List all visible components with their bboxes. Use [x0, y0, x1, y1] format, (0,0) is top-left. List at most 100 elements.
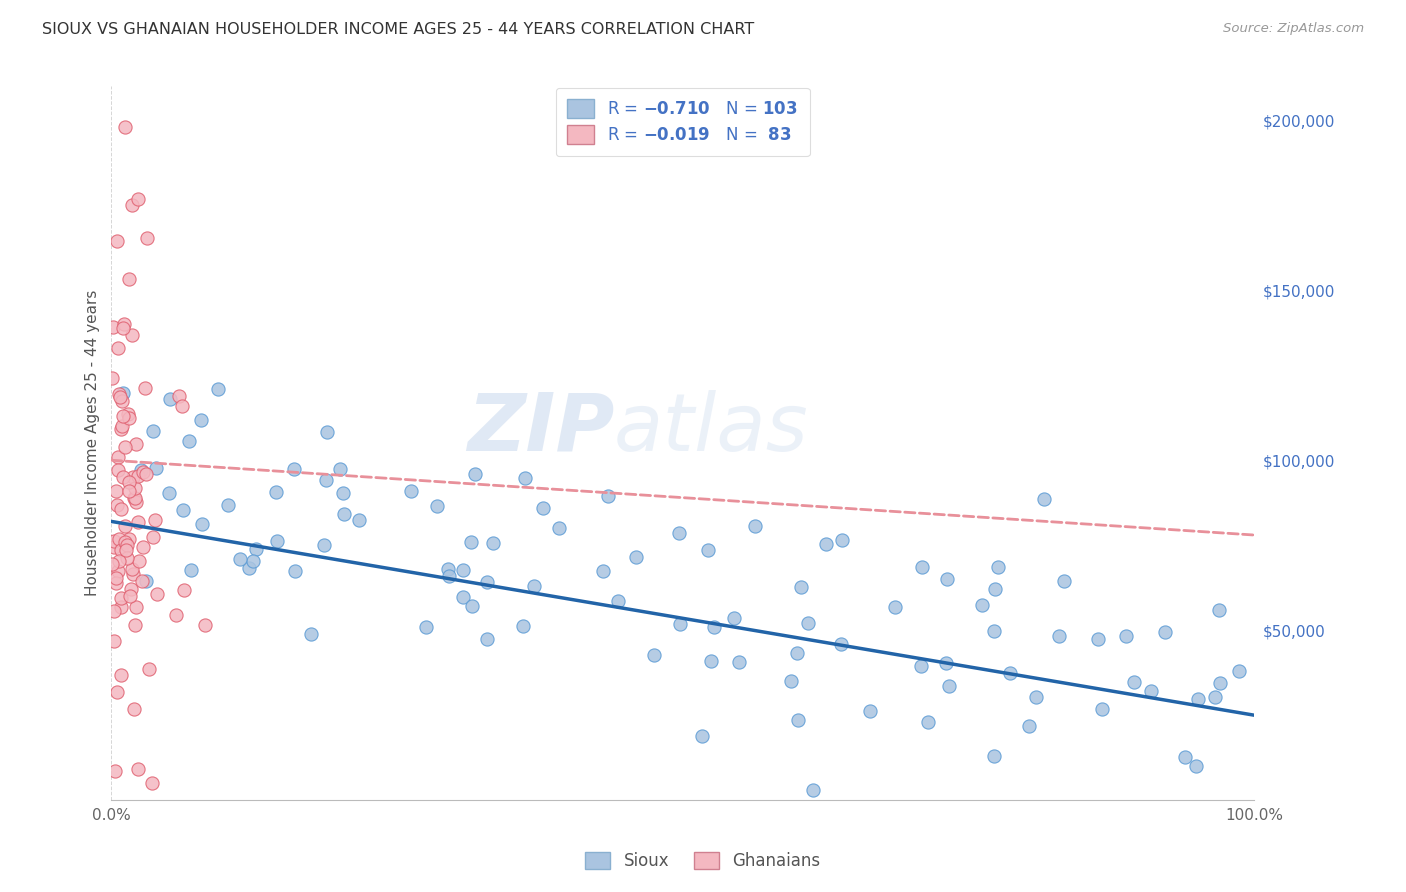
- Point: [136, 231, 159, 245]
- Point: [180, 563, 202, 577]
- Point: [104, 483, 127, 498]
- Point: [333, 507, 356, 521]
- Point: [1227, 664, 1250, 678]
- Point: [1209, 676, 1232, 690]
- Point: [1123, 675, 1146, 690]
- Point: [118, 484, 141, 499]
- Point: [146, 587, 169, 601]
- Point: [1052, 574, 1074, 589]
- Point: [165, 608, 187, 623]
- Point: [425, 499, 447, 513]
- Point: [475, 632, 498, 646]
- Point: [987, 559, 1010, 574]
- Point: [142, 424, 165, 438]
- Point: [1025, 690, 1047, 704]
- Point: [107, 498, 129, 512]
- Point: [859, 705, 882, 719]
- Point: [110, 422, 132, 436]
- Point: [107, 341, 129, 355]
- Point: [118, 589, 141, 603]
- Point: [643, 648, 665, 662]
- Point: [786, 646, 808, 660]
- Point: [110, 668, 132, 682]
- Point: [723, 611, 745, 625]
- Point: [938, 679, 960, 693]
- Point: [786, 713, 808, 727]
- Point: [125, 495, 148, 509]
- Point: [108, 387, 131, 401]
- Point: [312, 538, 335, 552]
- Point: [124, 437, 146, 451]
- Point: [697, 543, 720, 558]
- Point: [910, 659, 932, 673]
- Point: [159, 392, 181, 407]
- Point: [1033, 492, 1056, 507]
- Point: [124, 618, 146, 632]
- Point: [107, 554, 129, 568]
- Point: [125, 600, 148, 615]
- Point: [1087, 632, 1109, 646]
- Point: [1047, 629, 1070, 643]
- Point: [108, 390, 131, 404]
- Point: [911, 560, 934, 574]
- Point: [439, 569, 461, 583]
- Point: [690, 729, 713, 743]
- Point: [1208, 603, 1230, 617]
- Point: [128, 554, 150, 568]
- Point: [482, 536, 505, 550]
- Point: [1140, 684, 1163, 698]
- Point: [668, 525, 690, 540]
- Point: [1115, 630, 1137, 644]
- Point: [115, 539, 138, 553]
- Point: [264, 484, 287, 499]
- Point: [135, 574, 157, 588]
- Point: [122, 491, 145, 505]
- Point: [548, 521, 571, 535]
- Point: [142, 530, 165, 544]
- Point: [190, 413, 212, 427]
- Point: [460, 535, 482, 549]
- Point: [110, 591, 132, 606]
- Point: [132, 540, 155, 554]
- Point: [132, 465, 155, 479]
- Text: Source: ZipAtlas.com: Source: ZipAtlas.com: [1223, 22, 1364, 36]
- Point: [101, 319, 124, 334]
- Point: [830, 637, 852, 651]
- Point: [118, 475, 141, 490]
- Point: [1174, 749, 1197, 764]
- Point: [194, 618, 217, 632]
- Point: [315, 473, 337, 487]
- Point: [238, 560, 260, 574]
- Point: [112, 409, 135, 424]
- Point: [131, 574, 153, 588]
- Point: [121, 562, 143, 576]
- Point: [998, 666, 1021, 681]
- Point: [475, 574, 498, 589]
- Point: [415, 620, 437, 634]
- Point: [167, 389, 190, 403]
- Point: [101, 558, 124, 572]
- Point: [112, 385, 135, 400]
- Point: [779, 674, 801, 689]
- Point: [531, 500, 554, 515]
- Point: [1204, 690, 1226, 704]
- Point: [347, 513, 370, 527]
- Point: [606, 594, 628, 608]
- Point: [624, 549, 647, 564]
- Text: SIOUX VS GHANAIAN HOUSEHOLDER INCOME AGES 25 - 44 YEARS CORRELATION CHART: SIOUX VS GHANAIAN HOUSEHOLDER INCOME AGE…: [42, 22, 755, 37]
- Point: [157, 485, 180, 500]
- Point: [143, 513, 166, 527]
- Point: [114, 534, 136, 549]
- Point: [124, 491, 146, 506]
- Legend: R = $\mathbf{-0.710}$   N = $\mathbf{103}$, R = $\mathbf{-0.019}$   N =  $\mathb: R = $\mathbf{-0.710}$ N = $\mathbf{103}$…: [555, 87, 810, 156]
- Point: [401, 483, 423, 498]
- Point: [669, 617, 692, 632]
- Point: [121, 328, 143, 343]
- Point: [134, 381, 156, 395]
- Legend: Sioux, Ghanaians: Sioux, Ghanaians: [579, 845, 827, 877]
- Point: [111, 393, 134, 408]
- Point: [114, 519, 136, 533]
- Point: [145, 461, 167, 475]
- Point: [114, 440, 136, 454]
- Point: [984, 582, 1007, 597]
